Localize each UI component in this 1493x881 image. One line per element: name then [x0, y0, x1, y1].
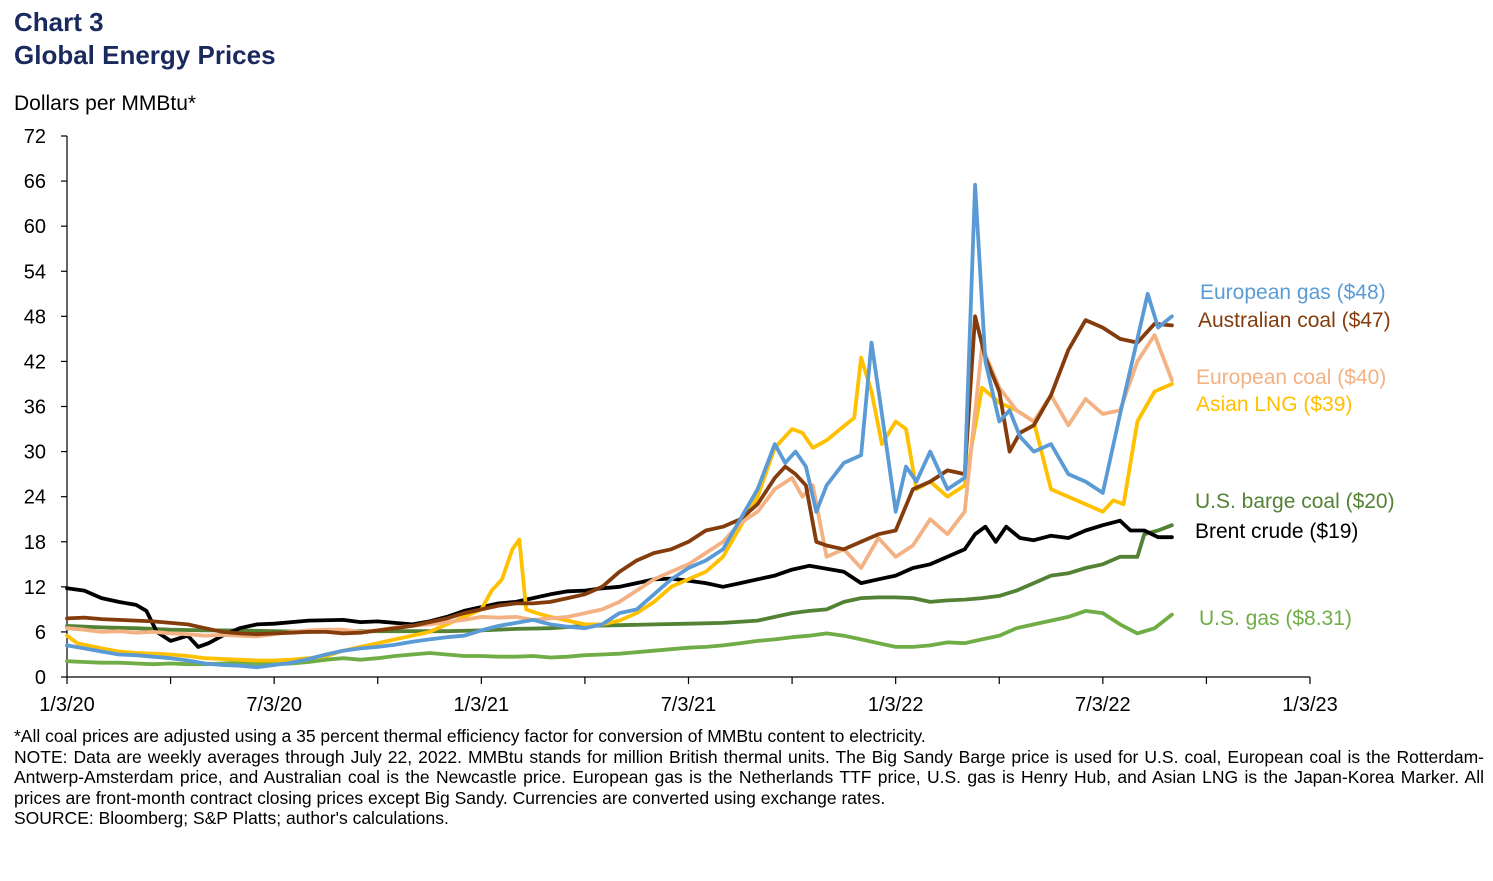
legend-label-1: U.S. barge coal ($20) — [1195, 490, 1395, 513]
footnote-asterisk: *All coal prices are adjusted using a 35… — [14, 726, 926, 746]
series-line-2 — [65, 518, 1174, 649]
chart-notes: *All coal prices are adjusted using a 35… — [14, 726, 1484, 829]
x-tick-label: 7/3/20 — [246, 694, 302, 716]
y-tick-label: 60 — [24, 216, 46, 238]
chart-legend: U.S. gas ($8.31) U.S. barge coal ($20) Bre… — [1195, 281, 1395, 630]
y-tick-label: 0 — [35, 667, 46, 689]
y-tick-label: 30 — [24, 442, 46, 464]
x-tick-label: 1/3/20 — [39, 694, 95, 716]
legend-label-0: U.S. gas ($8.31) — [1199, 607, 1352, 630]
series-line-4 — [65, 333, 1174, 639]
legend-label-3: Asian LNG ($39) — [1196, 393, 1352, 416]
series-line-3 — [65, 355, 1174, 663]
y-axis-unit-label: Dollars per MMBtu* — [14, 92, 197, 115]
chart-title: Global Energy Prices — [14, 40, 276, 70]
y-tick-label: 54 — [24, 261, 46, 283]
x-tick-label: 1/3/21 — [454, 694, 510, 716]
y-tick-label: 6 — [35, 622, 46, 644]
legend-label-5: Australian coal ($47) — [1198, 309, 1391, 332]
footnote-note: NOTE: Data are weekly averages through J… — [14, 746, 1484, 808]
legend-label-4: European coal ($40) — [1196, 366, 1386, 389]
y-tick-label: 66 — [24, 171, 46, 193]
y-tick-label: 36 — [24, 397, 46, 419]
series-line-6 — [65, 182, 1174, 670]
x-tick-label: 1/3/22 — [868, 694, 924, 716]
y-tick-label: 12 — [24, 577, 46, 599]
chart-number: Chart 3 — [14, 7, 104, 37]
series-line-5 — [65, 314, 1174, 637]
legend-label-6: European gas ($48) — [1200, 281, 1386, 304]
y-tick-label: 42 — [24, 351, 46, 373]
y-tick-label: 72 — [24, 126, 46, 148]
legend-label-2: Brent crude ($19) — [1195, 520, 1358, 543]
chart-series-lines — [65, 182, 1174, 670]
series-line-1 — [65, 523, 1174, 634]
footnote-source: SOURCE: Bloomberg; S&P Platts; author's … — [14, 808, 449, 828]
series-line-0 — [65, 609, 1174, 667]
y-tick-label: 24 — [24, 487, 46, 509]
y-tick-label: 18 — [24, 532, 46, 554]
x-tick-label: 1/3/23 — [1282, 694, 1338, 716]
y-tick-label: 48 — [24, 306, 46, 328]
x-tick-label: 7/3/22 — [1075, 694, 1131, 716]
x-tick-label: 7/3/21 — [661, 694, 717, 716]
chart-axes: 0 6 12 18 24 30 36 42 48 54 60 66 72 1/3/20 7/3/20 1/3/… — [24, 126, 1338, 716]
